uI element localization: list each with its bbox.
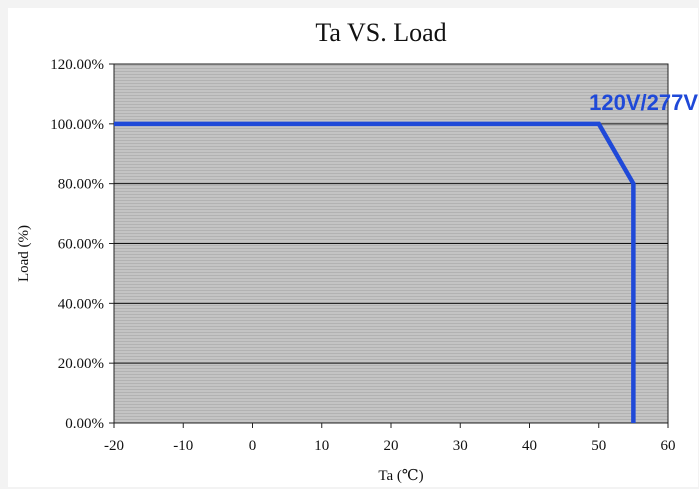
- x-axis-ticks: -20 -10 0 10 20 30 40 50 60: [104, 423, 676, 454]
- y-tick-label: 120.00%: [50, 57, 104, 73]
- y-tick-label: 100.00%: [50, 117, 104, 133]
- x-tick-label: 50: [591, 438, 606, 454]
- chart-title: Ta VS. Load: [315, 18, 446, 47]
- y-axis-label: Load (%): [16, 225, 32, 282]
- y-tick-label: 60.00%: [58, 237, 104, 253]
- y-tick-label: 40.00%: [58, 296, 104, 312]
- series-line: [114, 121, 636, 423]
- y-tick-label: 0.00%: [65, 416, 104, 432]
- x-tick-label: 30: [453, 438, 468, 454]
- x-axis-label: Ta (℃): [378, 468, 423, 484]
- x-tick-label: 60: [661, 438, 676, 454]
- x-tick-label: 0: [249, 438, 257, 454]
- x-tick-label: 10: [314, 438, 329, 454]
- series-label: 120V/277V: [589, 90, 698, 115]
- series-layer: [114, 121, 636, 423]
- x-tick-label: -20: [104, 438, 124, 454]
- chart-svg: Ta VS. Load 0.00% 20.00% 40.00% 60.00% 80.00…: [16, 18, 698, 484]
- x-tick-label: -10: [173, 438, 193, 454]
- x-tick-label: 40: [522, 438, 537, 454]
- chart-frame: Ta VS. Load 0.00% 20.00% 40.00% 60.00% 80.00…: [8, 8, 698, 487]
- y-axis-ticks: 0.00% 20.00% 40.00% 60.00% 80.00% 100.00% 120.…: [50, 57, 114, 432]
- x-tick-label: 20: [384, 438, 399, 454]
- y-tick-label: 20.00%: [58, 356, 104, 372]
- y-tick-label: 80.00%: [58, 177, 104, 193]
